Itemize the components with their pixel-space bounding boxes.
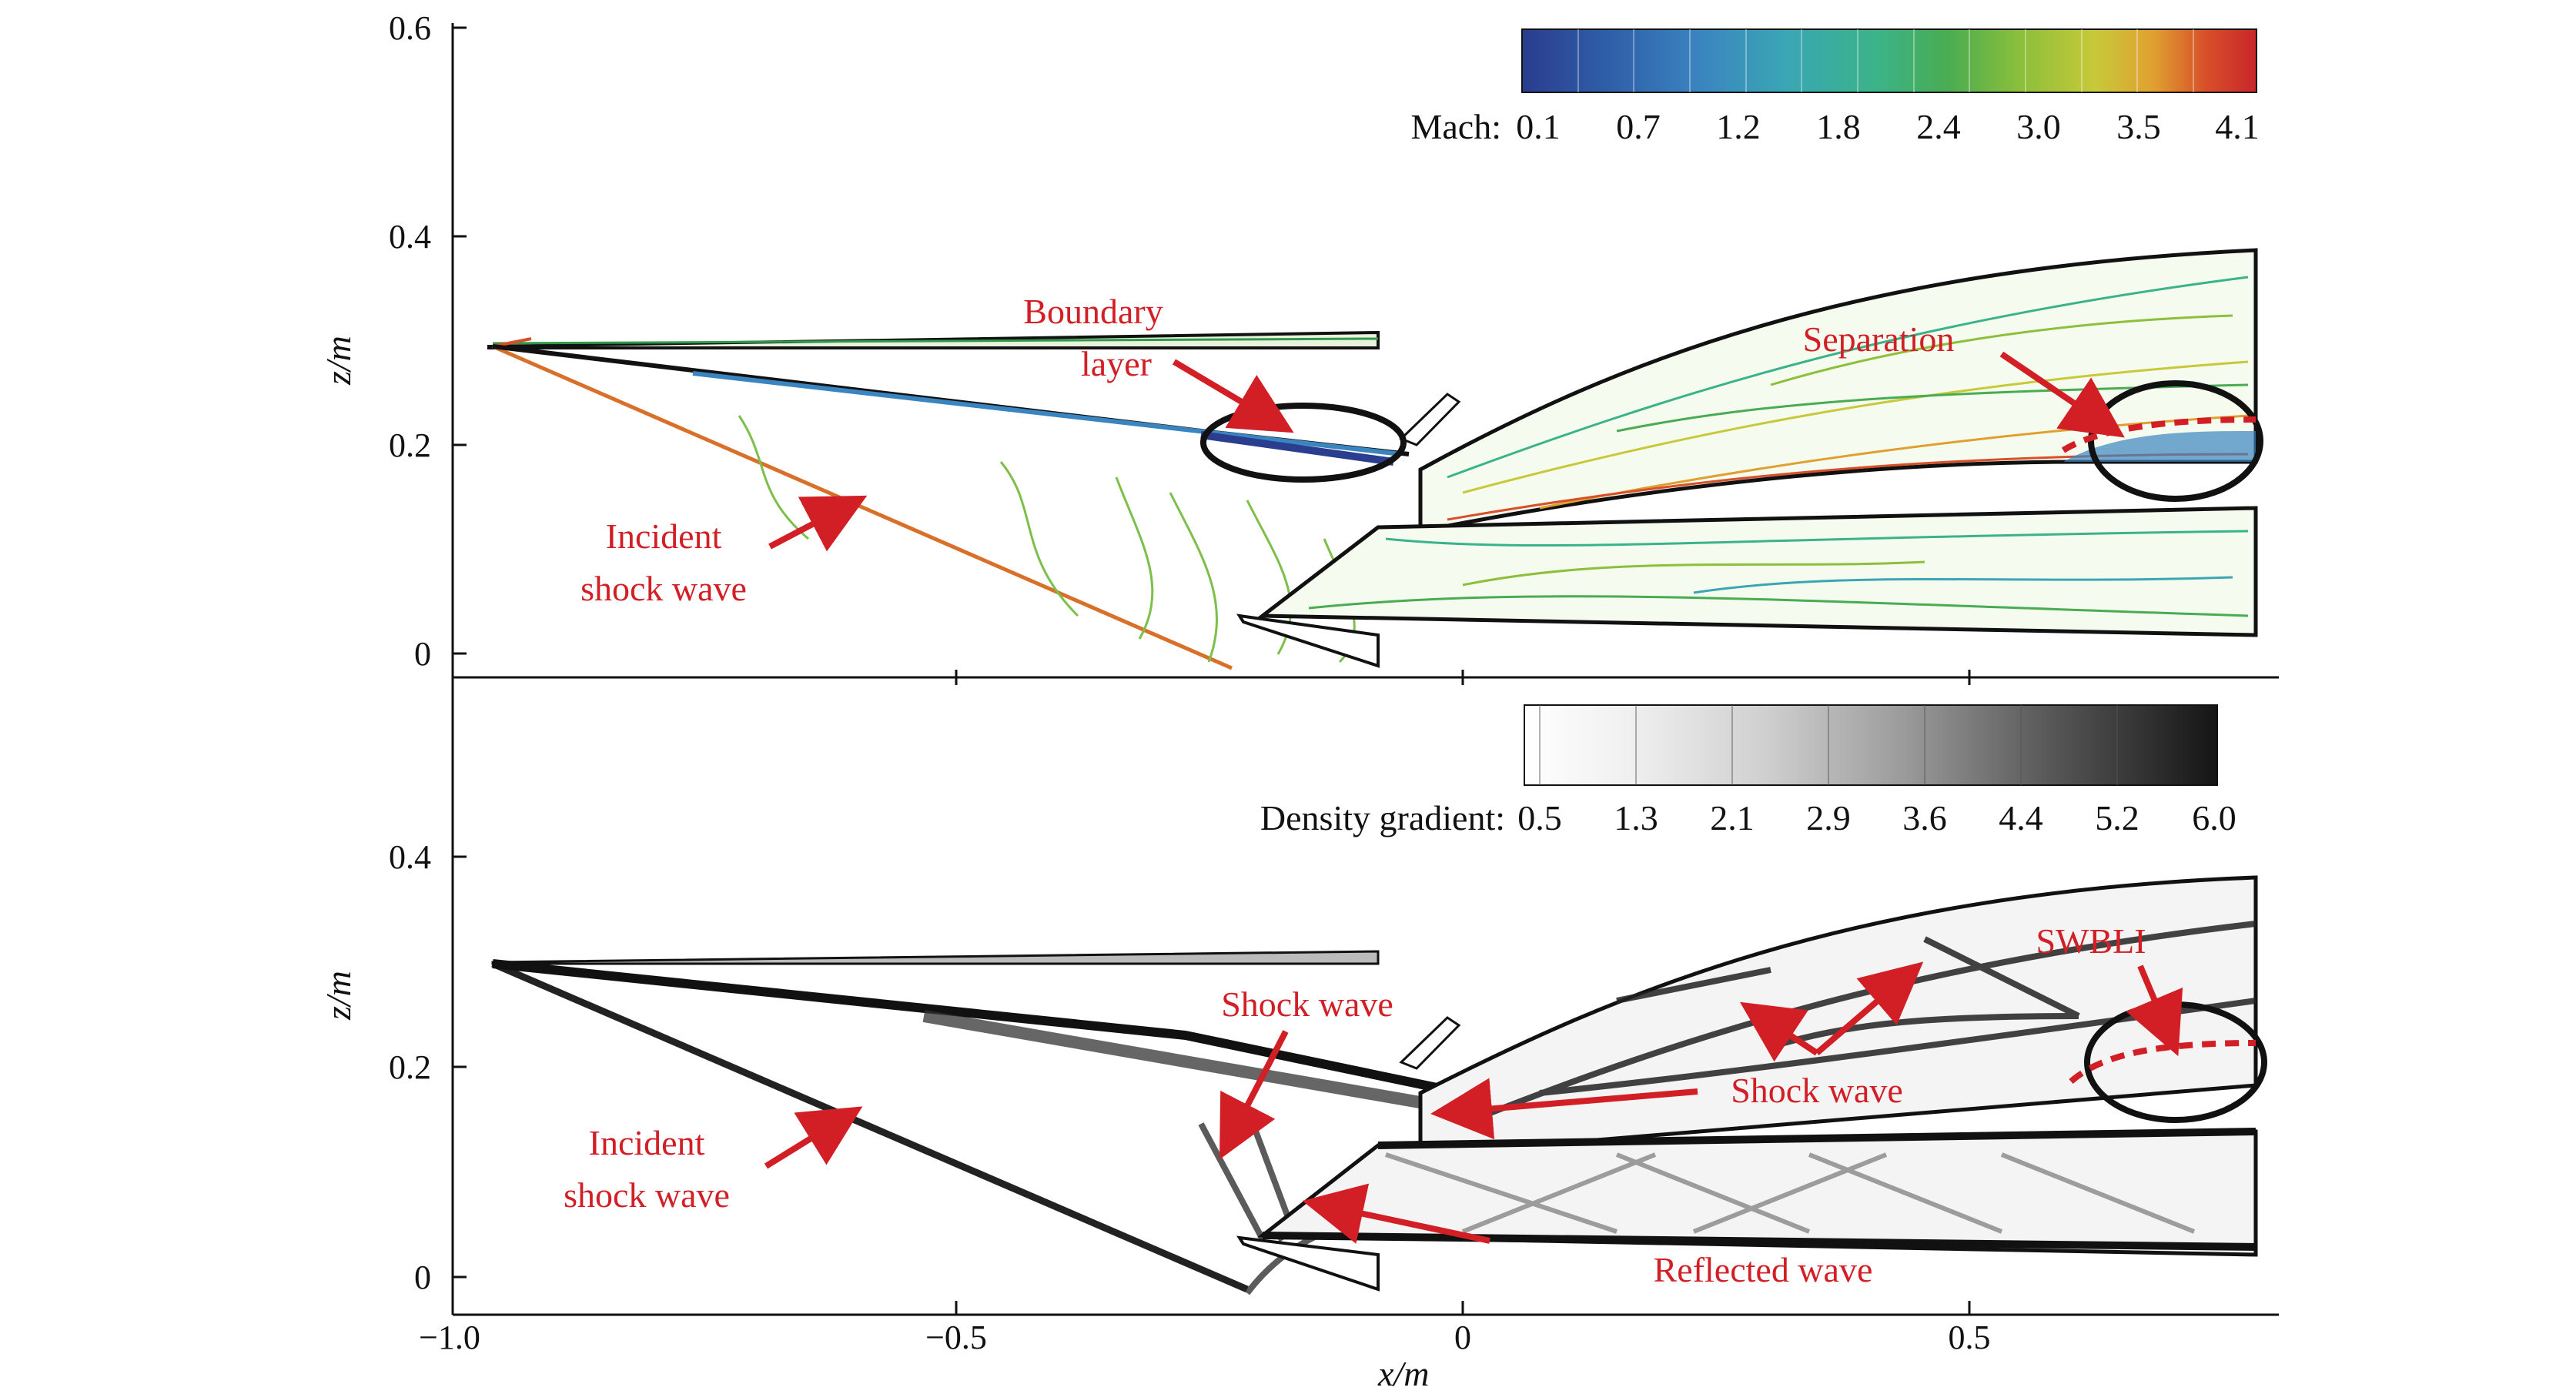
boundary-layer-circle [1200,403,1407,483]
mach-tick-5: 3.0 [2016,107,2061,146]
bottom-z-tick-1: 0.2 [389,1048,431,1086]
bottom-density-schlieren [491,875,2258,1295]
density-tick-2: 2.1 [1710,798,1755,837]
bottom-z-tick-0: 0 [414,1259,431,1296]
top-z-tick-2: 0.4 [389,218,431,256]
anno-swbli: SWBLI [2036,921,2146,961]
mach-colorbar-bands [1577,29,2194,92]
density-tick-7: 6.0 [2192,798,2236,837]
top-upper-duct [1418,248,2258,534]
mach-tick-0: 0.1 [1516,107,1561,146]
density-tick-5: 4.4 [1999,798,2043,837]
top-z-tick-3: 0.6 [389,9,431,47]
density-tick-6: 5.2 [2095,798,2139,837]
top-z-axis-label: z/m [319,336,358,386]
anno-reflected-wave: Reflected wave [1654,1250,1873,1289]
mach-tick-3: 1.8 [1816,107,1861,146]
bottom-ramp-shock [492,959,1464,1098]
mach-colorbar-label: Mach: [1410,107,1501,146]
top-z-tick-1: 0.2 [389,426,431,464]
bottom-cowl-plate [491,950,1380,965]
bottom-annotations [764,961,2267,1244]
density-colorbar-bands [1539,705,2118,785]
axes-frame [451,23,2279,1316]
mach-tick-6: 3.5 [2116,107,2161,146]
anno-top-incident-1: Incident [606,516,722,556]
top-lower-duct [1256,506,2258,637]
x-tick-0: −1.0 [419,1319,480,1356]
bottom-incident-shock [491,960,1249,1293]
density-colorbar [1524,704,2218,786]
density-colorbar-label: Density gradient: [1260,798,1505,837]
top-annotations [768,351,2263,552]
anno-boundary-layer-1: Boundary [1023,292,1163,331]
anno-bottom-shock-wave-1: Shock wave [1221,984,1393,1024]
x-axis-label: x/m [1377,1354,1429,1393]
top-inlet-lip [1236,613,1380,668]
bottom-z-axis-label: z/m [319,971,358,1021]
x-tick-2: 0 [1454,1319,1471,1356]
mach-tick-1: 0.7 [1616,107,1661,146]
density-tick-3: 2.9 [1806,798,1851,837]
density-tick-1: 1.3 [1614,798,1658,837]
mach-tick-2: 1.2 [1716,107,1761,146]
x-tick-3: 0.5 [1949,1319,1991,1356]
density-tick-0: 0.5 [1517,798,1562,837]
mach-tick-4: 2.4 [1916,107,1961,146]
bottom-z-tick-2: 0.4 [389,838,431,876]
density-tick-4: 3.6 [1902,798,1947,837]
x-tick-1: −0.5 [925,1319,987,1356]
anno-bottom-incident-2: shock wave [564,1175,730,1215]
mach-tick-7: 4.1 [2215,107,2260,146]
top-mach-contours [487,248,2258,670]
anno-top-incident-2: shock wave [580,569,747,608]
anno-separation: Separation [1803,319,1955,359]
anno-bottom-shock-wave-2: Shock wave [1731,1071,1903,1110]
anno-bottom-incident-1: Incident [589,1123,705,1162]
separation-circle [2088,380,2263,502]
anno-boundary-layer-2: layer [1081,344,1152,383]
top-z-tick-0: 0 [414,635,431,673]
mach-colorbar [1521,28,2257,93]
